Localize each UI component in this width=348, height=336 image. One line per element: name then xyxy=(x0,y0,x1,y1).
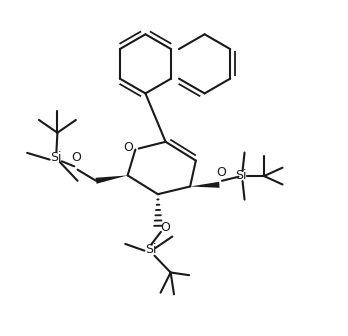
Text: O: O xyxy=(161,221,171,234)
Text: Si: Si xyxy=(145,243,156,256)
Polygon shape xyxy=(96,175,128,184)
Text: O: O xyxy=(216,166,226,179)
Text: Si: Si xyxy=(236,169,247,182)
Text: Si: Si xyxy=(50,151,62,164)
Text: O: O xyxy=(123,141,133,154)
Text: O: O xyxy=(72,151,81,164)
Polygon shape xyxy=(190,182,220,188)
